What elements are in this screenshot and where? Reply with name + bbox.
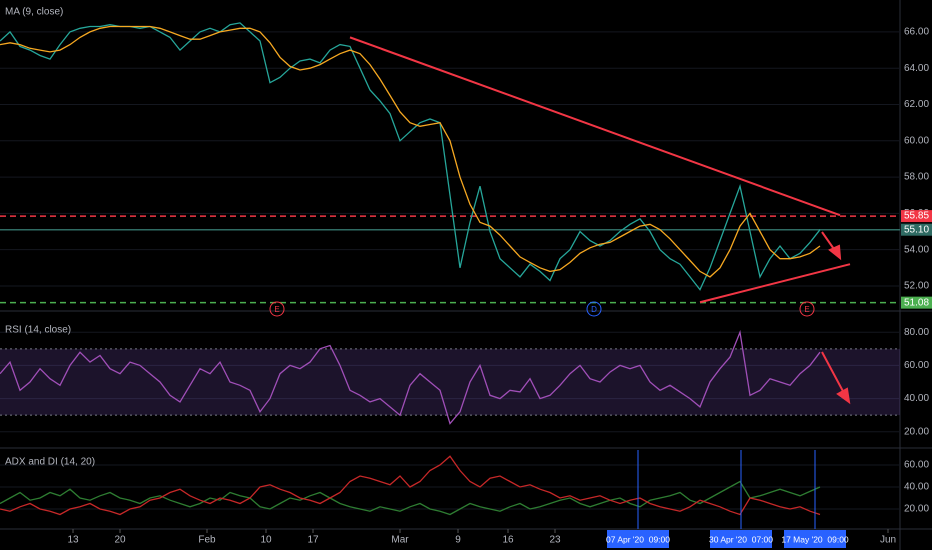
price-level-label: 55.10 [904,224,929,235]
x-tick-label: 13 [67,535,79,546]
arrow [821,351,846,396]
x-tick-label: 17 [307,535,319,546]
event-marker [799,301,815,317]
event-marker-label: E [804,305,809,314]
arrow-head [828,244,842,261]
date-label-box [607,530,669,548]
pane-title: RSI (14, close) [5,325,71,336]
x-tick-label: Jun [880,535,896,546]
rsi-band [0,348,900,416]
y-tick-label: 20.00 [904,426,929,437]
series-line [0,480,821,516]
arrow-head [836,387,851,405]
trendline [699,263,851,304]
x-tick-label: 16 [502,535,514,546]
price-level-box [901,210,932,223]
x-tick-label: Feb [198,535,216,546]
x-tick-label: Mar [391,535,409,546]
event-marker [586,301,602,317]
y-tick-label: 64.00 [904,63,929,74]
y-tick-label: 54.00 [904,244,929,255]
y-tick-label: 58.00 [904,172,929,183]
y-tick-label: 20.00 [904,504,929,515]
price-level-label: 51.08 [904,297,929,308]
pane-title: MA (9, close) [5,7,63,18]
date-label: 30 Apr '20 07:00 [709,534,773,544]
price-level-box [901,296,932,309]
x-tick-label: 9 [455,535,461,546]
arrows [821,231,851,405]
event-marker-label: D [591,305,597,314]
date-label: 17 May '20 09:00 [781,534,849,544]
y-tick-label: 60.00 [904,360,929,371]
y-tick-label: 60.00 [904,135,929,146]
series-line [0,455,821,516]
series-line [0,329,821,425]
y-tick-label: 52.00 [904,281,929,292]
y-tick-label: 66.00 [904,27,929,38]
trendline [349,36,841,217]
price-level-box [901,223,932,236]
x-tick-label: 10 [260,535,272,546]
y-tick-label: 60.00 [904,460,929,471]
date-label-box [710,530,772,548]
series-line [0,25,821,278]
y-tick-label: 62.00 [904,99,929,110]
pane-title: ADX and DI (14, 20) [5,457,95,468]
y-tick-label: 40.00 [904,482,929,493]
date-label: 07 Apr '20 09:00 [606,534,670,544]
y-tick-label: 80.00 [904,327,929,338]
event-marker-label: E [274,305,279,314]
x-tick-label: 23 [549,535,561,546]
price-level-label: 55.85 [904,211,929,222]
date-label-box [784,530,846,548]
marks: 52.0054.0056.0058.0060.0062.0064.0066.00… [0,7,932,548]
series-line [0,22,821,291]
x-tick-label: 20 [114,535,126,546]
y-tick-label: 40.00 [904,393,929,404]
event-marker [269,301,285,317]
